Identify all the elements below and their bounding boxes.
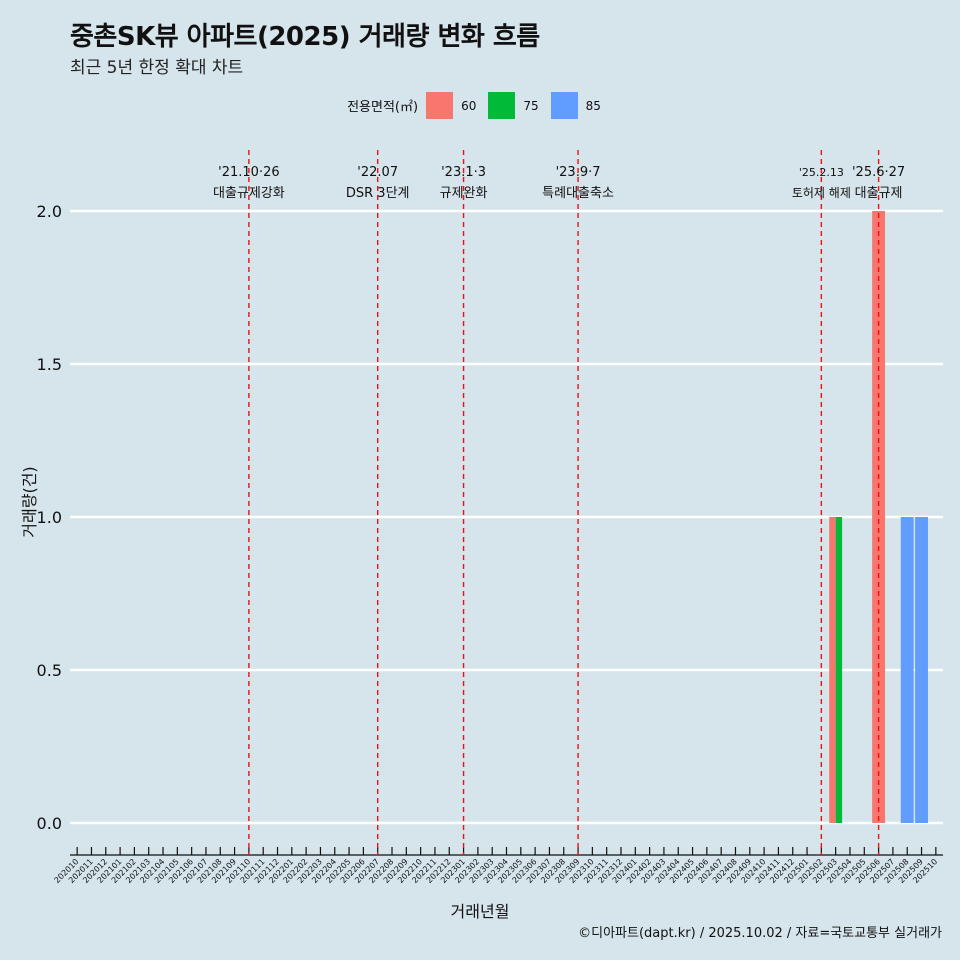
- bar-85-202509: [915, 517, 928, 823]
- y-tick-label: 1.0: [37, 508, 62, 527]
- bar-60-202506: [872, 211, 886, 823]
- y-tick-label: 0.5: [37, 661, 62, 680]
- y-tick-label: 1.5: [37, 355, 62, 374]
- event-text-label: 대출규제: [855, 186, 903, 201]
- legend-swatch-85: [550, 92, 578, 119]
- event-text-label: 대출규제강화: [213, 186, 285, 201]
- legend: 전용면적(㎡) 60 75 85: [0, 92, 960, 119]
- x-axis-label: 거래년월: [450, 902, 510, 921]
- y-tick-label: 0.0: [37, 814, 62, 833]
- legend-swatch-75: [488, 92, 516, 119]
- event-date-label: '21.10·26: [218, 165, 279, 180]
- bar-75-202503: [835, 517, 843, 823]
- legend-item-60: 60: [426, 92, 476, 119]
- legend-item-75: 75: [488, 92, 539, 119]
- bar-60-202503: [829, 517, 836, 823]
- event-text-label: 규제완화: [440, 186, 488, 201]
- event-date-label: '25.6·27: [852, 165, 905, 180]
- y-axis-label: 거래량(건): [20, 466, 39, 538]
- event-date-label: '23.9·7: [556, 165, 601, 180]
- legend-label-75: 75: [523, 98, 539, 113]
- event-text-label: 특례대출축소: [542, 186, 614, 201]
- legend-label-60: 60: [461, 98, 477, 113]
- event-date-label: '23.1·3: [441, 165, 486, 180]
- event-date-label: '25.2.13: [799, 166, 844, 179]
- legend-title: 전용면적(㎡): [347, 100, 419, 115]
- event-text-label: DSR 3단계: [346, 186, 410, 201]
- legend-item-85: 85: [550, 92, 601, 119]
- y-tick-label: 2.0: [37, 202, 62, 221]
- chart-title: 중촌SK뷰 아파트(2025) 거래량 변화 흐름: [70, 22, 540, 52]
- event-text-label: 토허제 해제: [792, 186, 851, 200]
- legend-swatch-60: [426, 92, 454, 119]
- source-caption: ©디아파트(dapt.kr) / 2025.10.02 / 자료=국토교통부 실…: [578, 926, 942, 941]
- event-date-label: '22.07: [357, 165, 398, 180]
- legend-label-85: 85: [585, 98, 601, 113]
- chart-subtitle: 최근 5년 한정 확대 차트: [70, 58, 244, 78]
- bar-85-202508: [900, 517, 914, 823]
